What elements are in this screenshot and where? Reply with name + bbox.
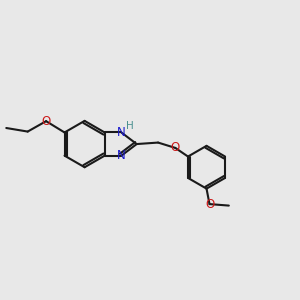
Text: H: H [126,121,134,131]
Text: O: O [205,198,214,211]
Text: O: O [41,115,51,128]
Text: O: O [171,141,180,154]
Text: N: N [117,126,126,139]
Text: N: N [117,149,126,162]
